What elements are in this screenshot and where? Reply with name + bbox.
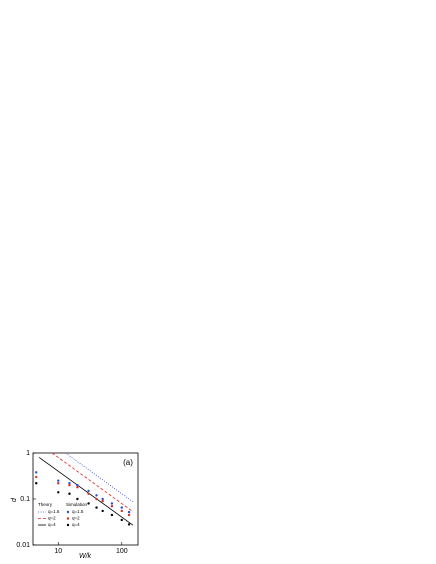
- sim-point: [35, 475, 38, 479]
- legend-label: q=4: [48, 522, 56, 527]
- sim-point: [35, 482, 38, 485]
- sim-point: [57, 491, 60, 494]
- sim-point: [127, 523, 131, 526]
- y-axis-label: d: [11, 497, 18, 502]
- x-tick-label: 10: [54, 548, 62, 555]
- sim-point: [120, 518, 123, 522]
- theory-line: [51, 452, 134, 513]
- legend-label: q=1.5: [72, 509, 84, 514]
- sim-point: [76, 486, 79, 489]
- y-tick-label: 1: [26, 450, 30, 457]
- sim-point: [120, 509, 123, 513]
- sim-point: [87, 489, 90, 493]
- legend-marker: [66, 517, 70, 520]
- legend-label: q=4: [72, 522, 80, 527]
- sim-point: [68, 483, 71, 487]
- sim-point: [57, 482, 60, 485]
- sim-point: [87, 502, 90, 505]
- legend-title: Theory: [38, 502, 53, 507]
- legend-label: q=2: [72, 516, 80, 521]
- legend-title: Simulation: [66, 502, 88, 507]
- y-tick-label: 0.01: [16, 542, 30, 549]
- sim-point: [57, 479, 60, 482]
- sim-point: [76, 483, 79, 487]
- sim-point: [101, 509, 104, 513]
- x-axis-label: W/k: [79, 553, 92, 560]
- y-tick-label: 0.1: [20, 496, 30, 503]
- x-tick-label: 100: [116, 548, 128, 555]
- legend-label: q=1.5: [48, 509, 60, 514]
- sim-point: [127, 513, 131, 517]
- annotation: (a): [123, 458, 133, 467]
- sim-point: [120, 506, 123, 509]
- sim-point: [87, 492, 90, 495]
- sim-point: [95, 506, 98, 509]
- sim-point: [127, 510, 131, 514]
- sim-point: [68, 492, 71, 495]
- sim-point: [110, 513, 114, 517]
- sim-point: [76, 497, 79, 501]
- sim-point: [95, 497, 98, 501]
- legend-marker: [66, 523, 70, 527]
- theory-line: [38, 457, 134, 526]
- legend-marker: [66, 510, 70, 514]
- sim-point: [68, 482, 71, 485]
- sim-point: [110, 502, 114, 505]
- sim-point: [35, 471, 38, 474]
- legend-label: q=2: [48, 516, 56, 521]
- sim-point: [95, 494, 98, 497]
- sim-point: [110, 504, 114, 508]
- sim-point: [101, 497, 104, 501]
- sim-point: [101, 499, 104, 503]
